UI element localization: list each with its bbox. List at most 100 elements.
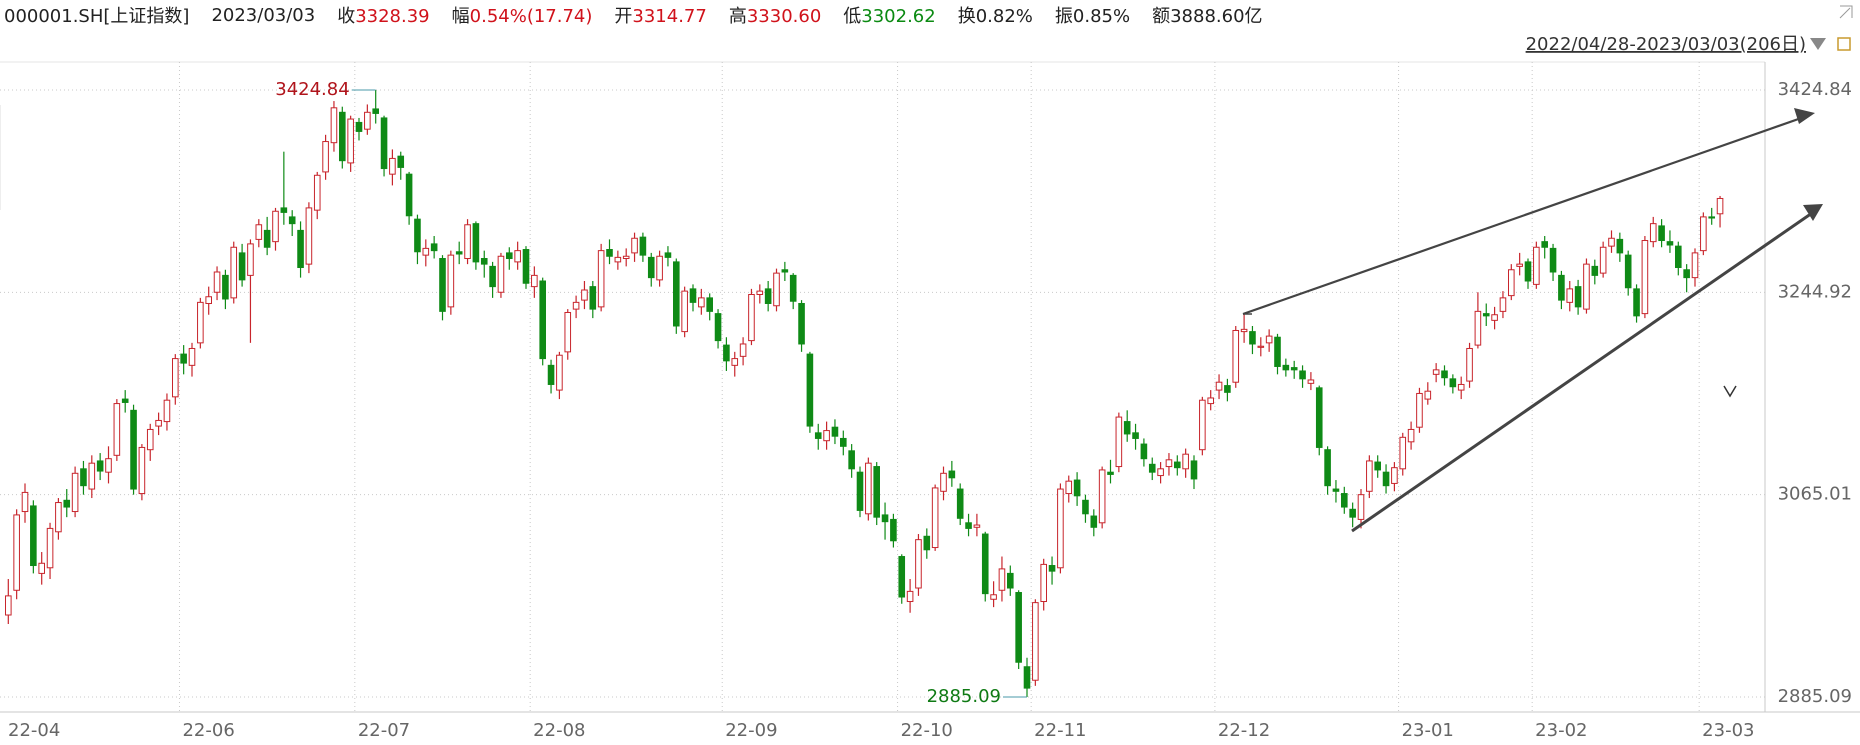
candle-body (706, 297, 714, 312)
candle-body (798, 302, 805, 345)
candle-body (814, 432, 822, 439)
candle-body (1182, 453, 1189, 470)
candle-body (998, 568, 1006, 591)
field-label: 高 (728, 6, 747, 27)
x-tick-label: 22-06 (182, 720, 234, 741)
candle-body (597, 250, 605, 308)
candle-body (1424, 390, 1432, 400)
candle-body (1374, 461, 1382, 471)
candle-body (447, 254, 455, 308)
candle-body (1165, 459, 1173, 468)
candle-body (865, 462, 872, 515)
candle-body (313, 174, 321, 211)
candle-body (322, 141, 329, 173)
field-value: 3330.60 (746, 6, 822, 27)
candle-body (1416, 392, 1423, 428)
field-value: 0.85% (1072, 6, 1131, 27)
field-label: 收 (337, 6, 356, 27)
candle-body (1516, 263, 1523, 267)
x-tick-label: 23-01 (1402, 720, 1454, 741)
candle-body (180, 353, 187, 364)
candle-body (881, 514, 889, 523)
candle-body (455, 251, 463, 255)
candle-body (430, 243, 438, 252)
candle-body (539, 280, 547, 360)
candle-body (1583, 263, 1590, 310)
candle-body (288, 216, 296, 225)
candle-body (1382, 471, 1390, 487)
field-value: 3314.77 (632, 6, 707, 27)
field-label: 低 (843, 6, 862, 27)
candle-body (146, 428, 154, 451)
x-tick-label: 22-12 (1218, 720, 1270, 741)
candle-body (347, 118, 354, 164)
candle-body (80, 468, 87, 487)
candle-body (1366, 460, 1373, 492)
field-label: 振 (1054, 6, 1073, 27)
candle-body (647, 256, 655, 279)
candle-body (96, 460, 104, 472)
candle-body (1499, 297, 1507, 312)
candle-body (1524, 261, 1532, 282)
candle-body (956, 488, 964, 519)
candle-body (1140, 443, 1148, 460)
candle-body (397, 155, 405, 168)
candle-body (21, 491, 29, 513)
x-tick-label: 22-09 (725, 720, 777, 741)
candle-body (38, 562, 46, 574)
candle-body (1040, 563, 1048, 603)
range-label[interactable]: 2022/04/28-2023/03/03(206日) (1526, 34, 1806, 55)
candle-body (405, 173, 413, 217)
candle-body (840, 437, 847, 447)
candle-body (1666, 241, 1674, 246)
candle-body (155, 419, 162, 427)
candle-body (1683, 269, 1690, 279)
candle-body (1123, 421, 1131, 435)
candle-body (1633, 288, 1640, 317)
candle-body (1148, 463, 1156, 473)
lock-icon[interactable] (1837, 37, 1851, 51)
candle-body (1591, 265, 1599, 276)
candle-body (906, 590, 914, 603)
y-tick-label: 3424.84 (1778, 79, 1852, 100)
candle-body (990, 594, 997, 600)
candle-body (1608, 237, 1615, 247)
candle-body (1541, 241, 1549, 248)
candle-body (163, 399, 171, 423)
candle-body (1098, 469, 1106, 524)
candle-body (197, 301, 204, 344)
candle-body (1257, 345, 1265, 348)
candle-body (222, 274, 229, 300)
candle-body (280, 207, 288, 213)
y-tick-label: 3244.92 (1778, 281, 1852, 302)
candle-body (564, 311, 572, 353)
candle-body (773, 272, 780, 307)
range-dropdown[interactable] (1810, 38, 1826, 50)
stock-code: 000001.SH[上证指数] (4, 6, 190, 27)
candle-body (1290, 367, 1298, 371)
candle-body (1508, 269, 1515, 297)
quote-field: 振0.85% (1055, 2, 1130, 28)
candle-body (581, 289, 588, 301)
candle-body (439, 258, 446, 312)
field-value: 0.82% (975, 6, 1033, 27)
candle-body (105, 458, 112, 473)
candle-body (1282, 364, 1290, 371)
candle-body (622, 255, 630, 260)
candle-body (272, 210, 279, 243)
candle-body (664, 252, 672, 258)
candle-body (614, 256, 622, 263)
candle-body (1399, 436, 1407, 470)
restore-icon[interactable] (1839, 5, 1853, 19)
field-label: 额 (1152, 6, 1171, 27)
candle-body (1023, 666, 1031, 689)
candle-body (823, 430, 830, 442)
quote-header: 000001.SH[上证指数] 2023/03/03 收3328.39 幅0.54… (4, 2, 1263, 28)
candle-body (873, 466, 881, 518)
arrow-head (1794, 108, 1815, 124)
candle-body (673, 261, 680, 327)
candle-body (1691, 252, 1699, 279)
candle-body (263, 229, 271, 248)
